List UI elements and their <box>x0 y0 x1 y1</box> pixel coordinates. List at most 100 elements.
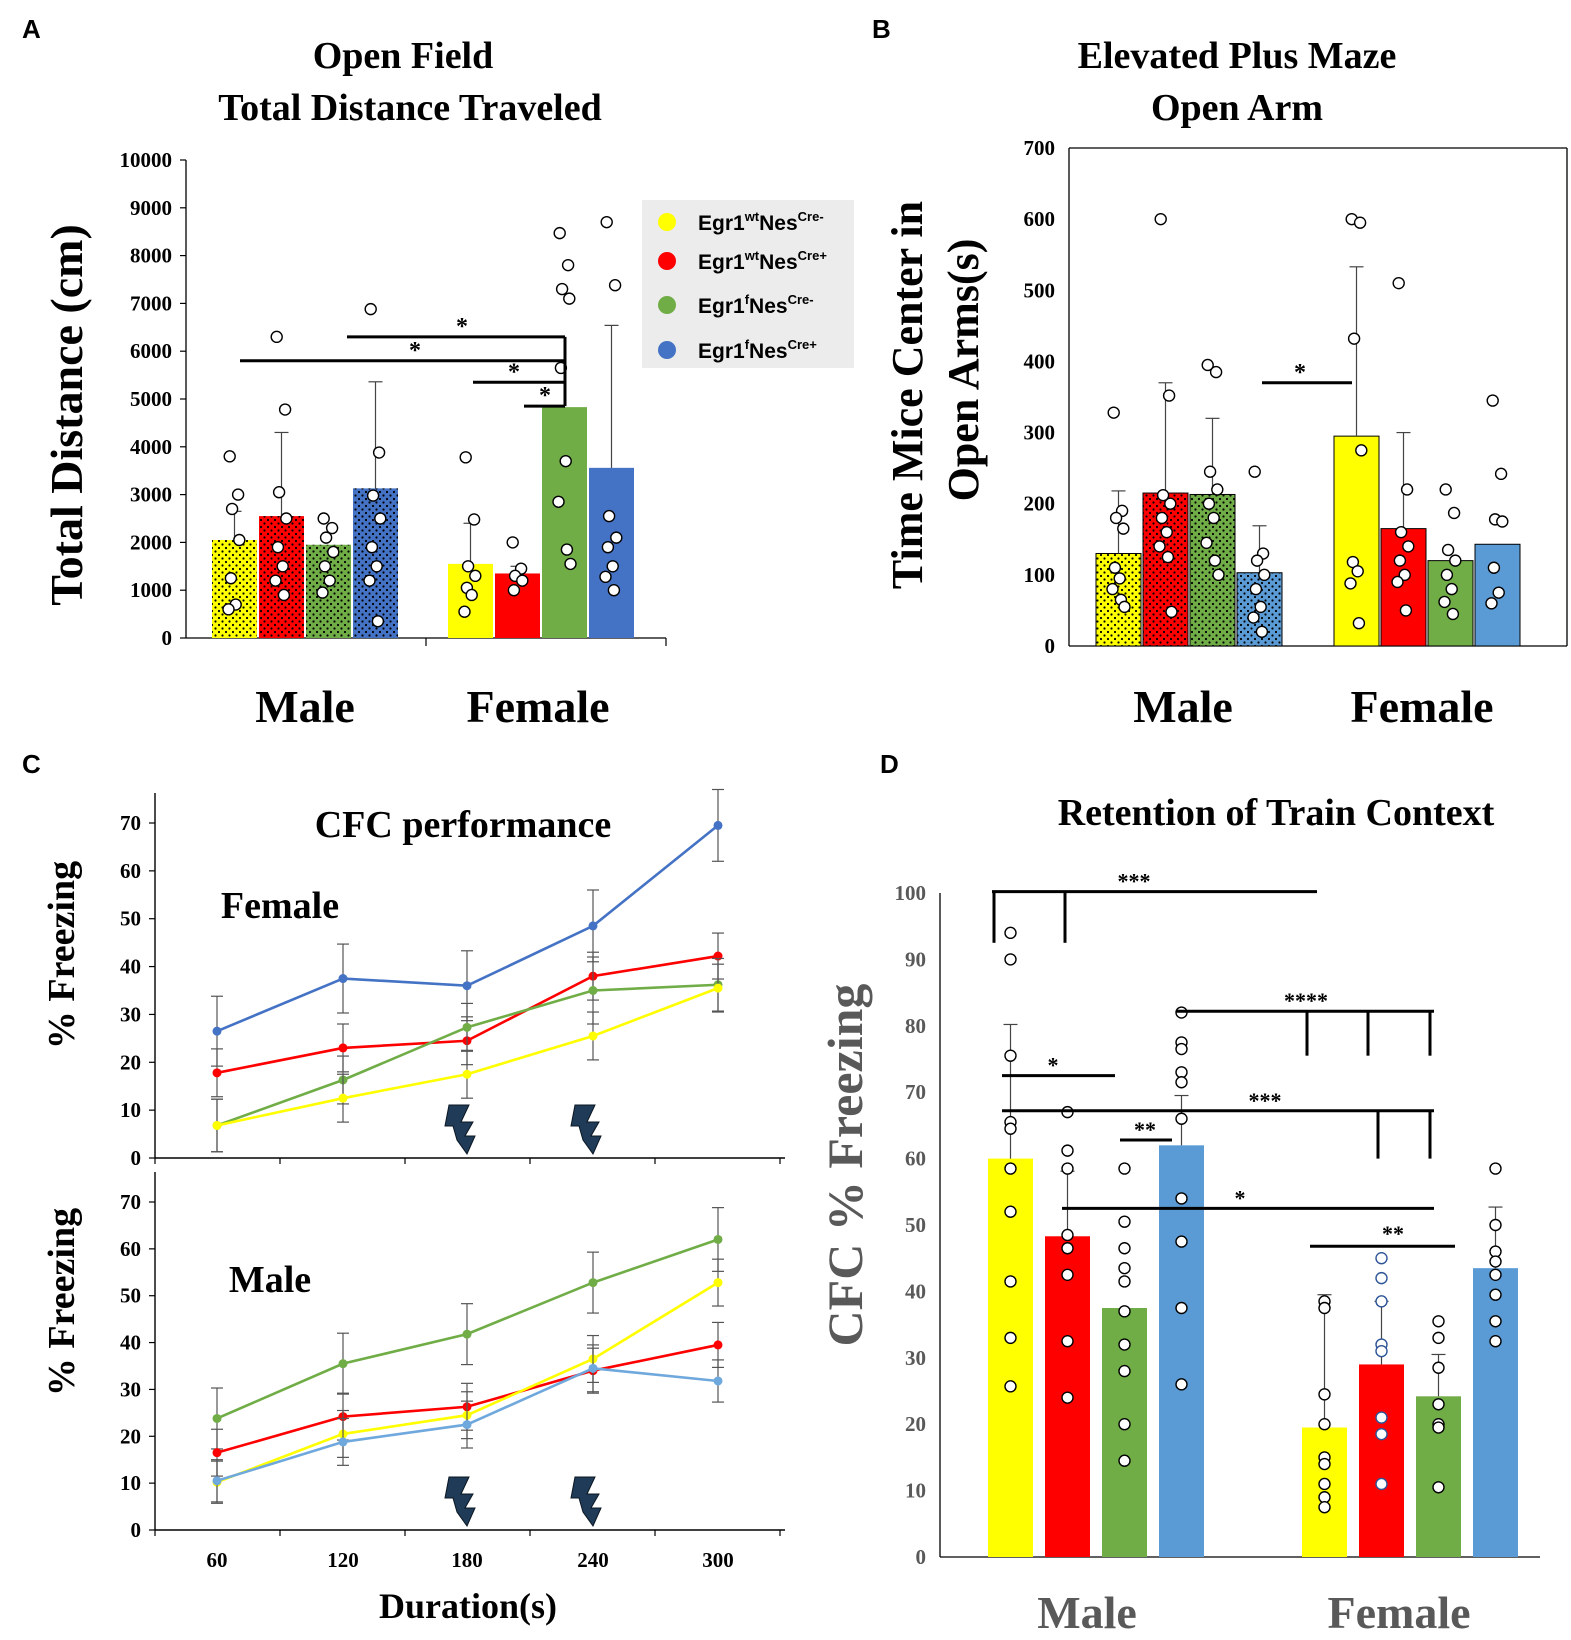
data-point <box>1375 1344 1388 1358</box>
series-marker <box>713 1234 723 1244</box>
data-point <box>1175 1235 1188 1248</box>
data-point <box>1353 216 1367 229</box>
data-point <box>371 615 385 628</box>
panel-c-ylabel-bottom: % Freezing <box>41 1208 83 1396</box>
bar <box>589 467 634 638</box>
data-point <box>1061 1334 1074 1348</box>
shock-icon <box>570 1104 602 1156</box>
data-point <box>559 454 572 468</box>
data-point <box>1402 540 1415 553</box>
y-tick-label: 20 <box>120 1424 141 1448</box>
panel-c-ylabel-top: % Freezing <box>41 861 83 1049</box>
y-tick-label: 30 <box>905 1346 926 1370</box>
data-point <box>1432 1421 1445 1434</box>
data-point <box>325 521 339 535</box>
legend-item-1: Egr1wtNesCre- <box>698 209 824 235</box>
y-tick-label: 10 <box>120 1471 141 1495</box>
series-marker <box>212 1120 222 1130</box>
series-marker <box>338 1359 348 1369</box>
significance-label: * <box>1048 1053 1059 1078</box>
y-tick-label: 30 <box>120 1377 141 1401</box>
panel-label-b: B <box>872 14 891 44</box>
data-point <box>1447 506 1461 520</box>
data-point <box>316 586 329 599</box>
x-tick-label: 60 <box>207 1548 228 1572</box>
data-point <box>601 540 615 554</box>
data-point <box>222 603 235 616</box>
data-point <box>1165 605 1178 619</box>
series-marker <box>713 1376 723 1386</box>
data-point <box>1175 1112 1188 1125</box>
series-marker <box>713 820 723 830</box>
data-point <box>366 489 380 502</box>
panel-b-ylabel-line1: Time Mice Center in <box>883 201 932 589</box>
data-point <box>1486 394 1499 407</box>
legend-item-2: Egr1wtNesCre+ <box>698 248 827 274</box>
panel-label-c: C <box>22 749 41 779</box>
y-tick-label: 50 <box>905 1213 926 1237</box>
panel-a-title-line1: Open Field <box>313 35 494 77</box>
panel-c-male-label: Male <box>229 1259 311 1301</box>
data-point <box>1489 1288 1502 1301</box>
data-point <box>1118 1261 1131 1275</box>
y-tick-label: 0 <box>131 1518 142 1542</box>
data-point <box>1318 1417 1331 1431</box>
legend-swatch-1 <box>658 213 676 231</box>
series-marker <box>338 1093 348 1103</box>
panel-a-xlabel-female: Female <box>466 681 609 732</box>
data-point <box>1118 600 1131 614</box>
series-marker <box>462 1329 472 1339</box>
data-point <box>1394 525 1408 539</box>
y-tick-label: 400 <box>1024 349 1056 373</box>
series-marker <box>212 1068 222 1078</box>
data-point <box>608 279 622 292</box>
y-tick-label: 0 <box>916 1545 927 1569</box>
series-marker <box>212 1413 222 1423</box>
data-point <box>1391 575 1404 589</box>
panel-b-xlabel-female: Female <box>1350 681 1493 732</box>
data-point <box>1004 1205 1017 1218</box>
y-tick-label: 20 <box>120 1050 141 1074</box>
data-point <box>1446 607 1460 621</box>
series-marker <box>212 1026 222 1036</box>
series-marker <box>338 974 348 984</box>
y-tick-label: 80 <box>905 1014 926 1038</box>
data-point <box>1118 1305 1131 1318</box>
data-point <box>1061 1242 1074 1255</box>
y-tick-label: 100 <box>895 881 927 905</box>
bar-pattern <box>259 516 304 638</box>
bar <box>1333 435 1380 647</box>
data-point <box>1175 1301 1188 1315</box>
data-point <box>319 531 333 544</box>
data-point <box>1004 1331 1017 1345</box>
data-point <box>1247 611 1260 624</box>
data-point <box>231 488 245 501</box>
y-tick-label: 10 <box>905 1479 926 1503</box>
data-point <box>1492 586 1505 599</box>
x-tick-label: 240 <box>577 1548 609 1572</box>
data-point <box>1375 1271 1388 1285</box>
y-tick-label: 60 <box>120 1237 141 1261</box>
panel-label-a: A <box>22 14 41 44</box>
panel-label-d: D <box>880 749 899 779</box>
data-point <box>1375 1477 1388 1491</box>
data-point <box>1061 1268 1074 1282</box>
series-marker <box>713 1340 723 1350</box>
data-point <box>1160 525 1173 539</box>
data-point <box>564 557 577 571</box>
data-point <box>1440 568 1454 582</box>
shock-icon <box>570 1476 602 1528</box>
bar <box>1359 1364 1404 1557</box>
data-point <box>223 450 236 463</box>
data-point <box>1118 1242 1131 1255</box>
y-tick-label: 20 <box>905 1412 926 1436</box>
y-tick-label: 4000 <box>130 435 172 459</box>
data-point <box>599 570 612 584</box>
bar <box>542 407 587 638</box>
data-point <box>1175 1192 1188 1205</box>
data-point <box>465 588 478 602</box>
shock-icon <box>444 1476 476 1528</box>
data-point <box>1375 1251 1388 1265</box>
data-point <box>1439 483 1452 496</box>
data-point <box>1201 358 1214 372</box>
